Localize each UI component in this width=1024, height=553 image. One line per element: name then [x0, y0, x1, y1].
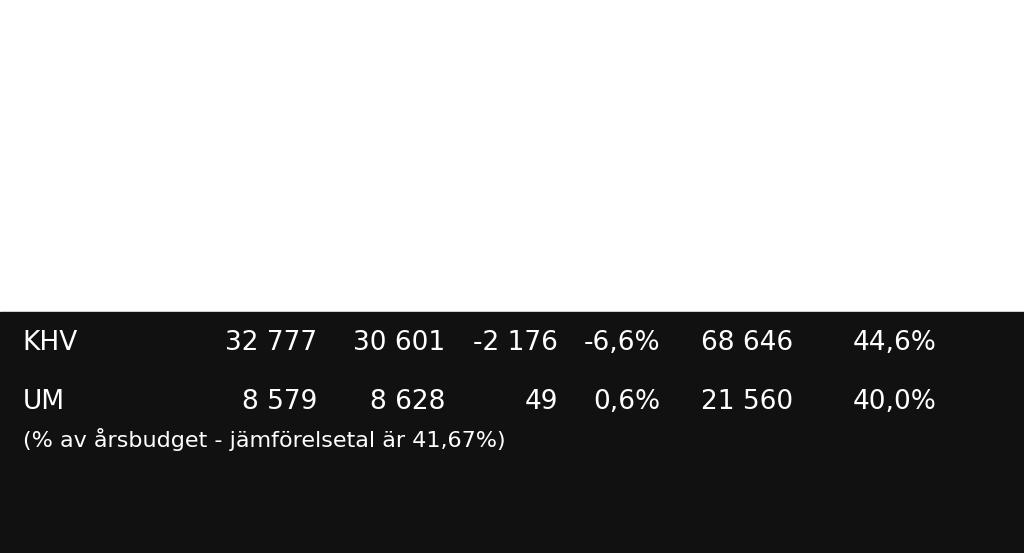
- Text: 1 615: 1 615: [370, 211, 445, 238]
- Text: 10 117: 10 117: [353, 152, 445, 179]
- Text: 1 200: 1 200: [718, 270, 794, 297]
- Text: 9 345: 9 345: [242, 34, 317, 60]
- Text: 40,0%: 40,0%: [853, 389, 937, 415]
- Text: 24 600: 24 600: [701, 152, 794, 179]
- Text: 37,6%: 37,6%: [853, 211, 937, 238]
- Text: -62: -62: [515, 211, 558, 238]
- Text: 0,6%: 0,6%: [593, 389, 660, 415]
- Text: Barnhab: Barnhab: [23, 34, 133, 60]
- Text: 10 025: 10 025: [225, 152, 317, 179]
- Text: -19,3%: -19,3%: [567, 93, 660, 119]
- Text: -3,7%: -3,7%: [584, 211, 660, 238]
- Text: 0,9%: 0,9%: [593, 152, 660, 179]
- Text: -18,4%: -18,4%: [567, 34, 660, 60]
- Text: Vuxenhab: Vuxenhab: [23, 93, 153, 119]
- Text: -1721: -1721: [481, 34, 558, 60]
- Text: 32 777: 32 777: [225, 330, 317, 356]
- Text: Dako: Dako: [23, 270, 89, 297]
- Text: -793: -793: [499, 93, 558, 119]
- Text: 20 400: 20 400: [701, 34, 794, 60]
- Text: 4 300: 4 300: [718, 211, 794, 238]
- Text: 68 646: 68 646: [701, 330, 794, 356]
- Text: 8 000: 8 000: [718, 93, 794, 119]
- Text: 37,4%: 37,4%: [853, 34, 937, 60]
- Text: 8 628: 8 628: [370, 389, 445, 415]
- Text: 1 677: 1 677: [242, 211, 317, 238]
- Text: 42,2%: 42,2%: [853, 270, 937, 297]
- Text: 506: 506: [395, 270, 445, 297]
- Text: -95: -95: [515, 270, 558, 297]
- Text: -15,8%: -15,8%: [567, 270, 660, 297]
- Text: 41,5%: 41,5%: [853, 93, 937, 119]
- Text: 41,1%: 41,1%: [853, 152, 937, 179]
- Text: Syncentr: Syncentr: [23, 211, 140, 238]
- Text: 8 579: 8 579: [242, 389, 317, 415]
- Text: -6,6%: -6,6%: [584, 330, 660, 356]
- Text: Hörselv: Hörselv: [23, 152, 123, 179]
- Bar: [0, 0, 1024, 312]
- Text: 49: 49: [524, 389, 558, 415]
- Text: KHV: KHV: [23, 330, 78, 356]
- Text: 21 560: 21 560: [701, 389, 794, 415]
- Text: 92: 92: [524, 152, 558, 179]
- Text: 4 109: 4 109: [242, 93, 317, 119]
- Text: 44,6%: 44,6%: [853, 330, 937, 356]
- Text: UM: UM: [23, 389, 65, 415]
- Text: (% av årsbudget - jämförelsetal är 41,67%): (% av årsbudget - jämförelsetal är 41,67…: [23, 427, 505, 451]
- Text: 7 624: 7 624: [370, 34, 445, 60]
- Text: 3 316: 3 316: [370, 93, 445, 119]
- Text: 30 601: 30 601: [353, 330, 445, 356]
- Text: 601: 601: [267, 270, 317, 297]
- Bar: [0, 312, 1024, 553]
- Text: -2 176: -2 176: [473, 330, 558, 356]
